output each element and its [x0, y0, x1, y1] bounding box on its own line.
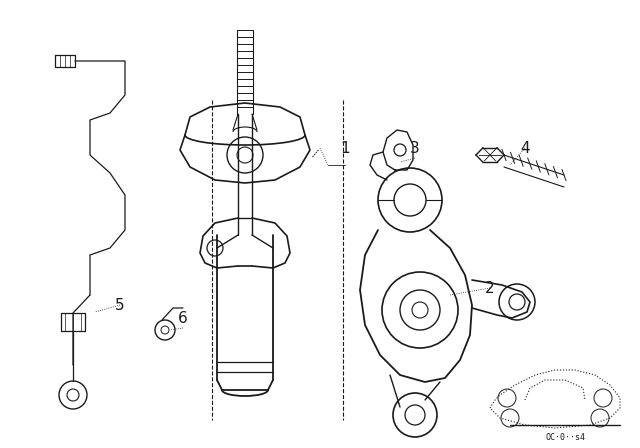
Text: OC·0··s4: OC·0··s4	[545, 433, 585, 442]
Text: 3: 3	[410, 141, 420, 155]
Text: 5: 5	[115, 297, 125, 313]
Text: 6: 6	[178, 310, 188, 326]
Text: 2: 2	[485, 280, 495, 296]
Text: 4: 4	[520, 141, 530, 155]
Text: 1: 1	[340, 141, 350, 155]
